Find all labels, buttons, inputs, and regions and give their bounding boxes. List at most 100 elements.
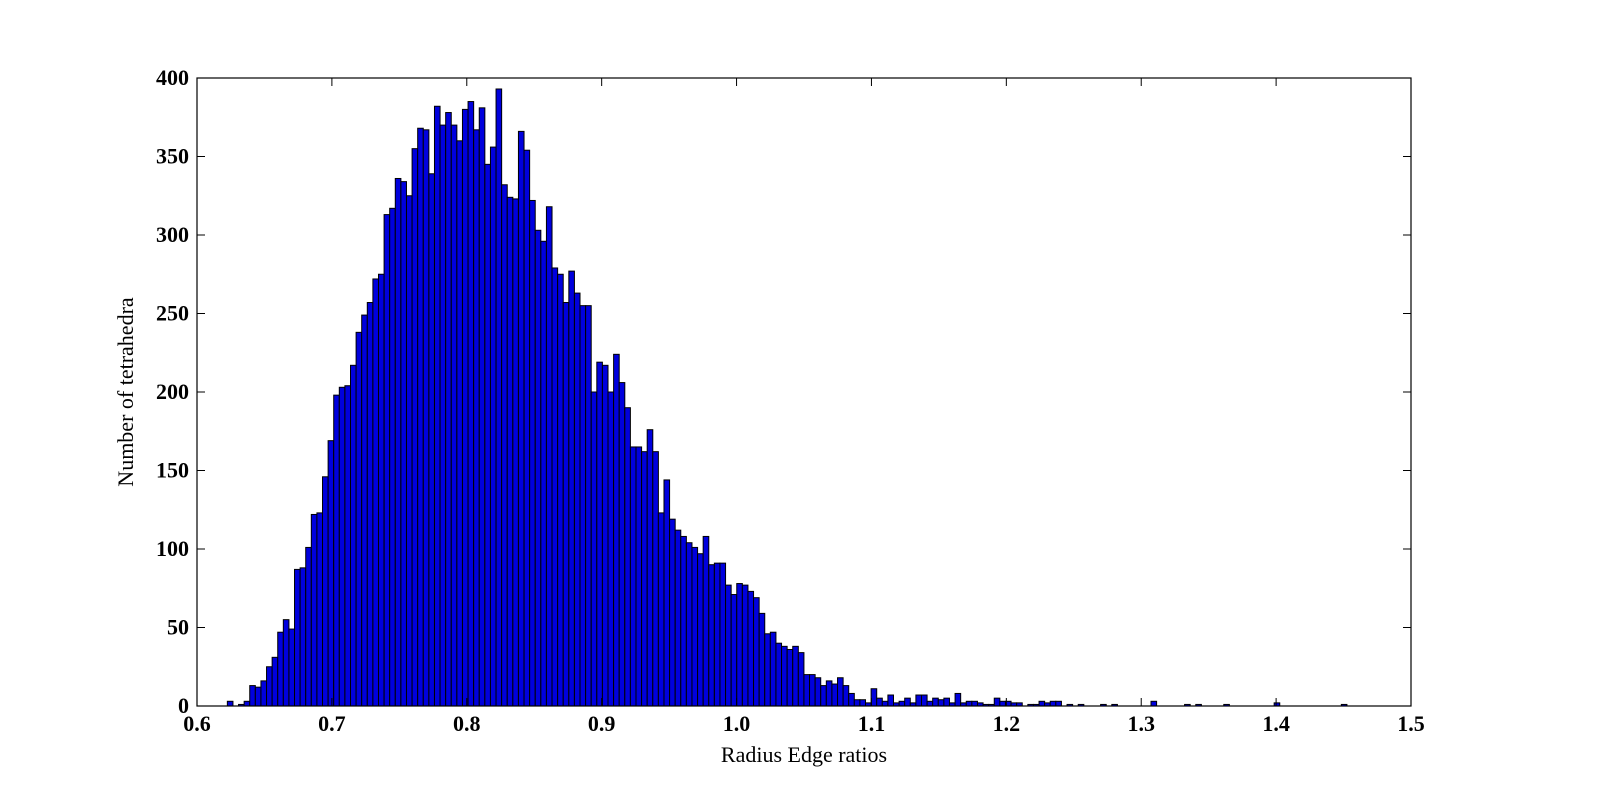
y-tick-label: 250 bbox=[156, 301, 189, 326]
y-tick-label: 200 bbox=[156, 379, 189, 404]
bar bbox=[249, 685, 256, 707]
bar bbox=[501, 184, 508, 707]
x-axis-label: Radius Edge ratios bbox=[721, 742, 887, 767]
bar bbox=[484, 163, 491, 707]
bar bbox=[243, 700, 251, 707]
bar bbox=[590, 391, 598, 707]
bar bbox=[322, 476, 329, 707]
bar bbox=[943, 697, 950, 707]
bar bbox=[260, 680, 268, 707]
bar bbox=[405, 195, 413, 707]
bar bbox=[747, 590, 755, 707]
bar bbox=[282, 619, 290, 707]
bar bbox=[601, 364, 609, 707]
bar bbox=[366, 302, 374, 707]
y-tick-label: 50 bbox=[167, 615, 189, 640]
bar bbox=[680, 535, 687, 707]
bar bbox=[277, 631, 284, 707]
bar bbox=[607, 391, 615, 707]
bar bbox=[372, 278, 379, 707]
bar bbox=[669, 518, 676, 707]
y-tick-label: 400 bbox=[156, 65, 189, 90]
bar bbox=[1150, 700, 1158, 707]
bar bbox=[663, 479, 671, 707]
bar bbox=[534, 229, 542, 707]
bar bbox=[1049, 700, 1057, 707]
bar bbox=[377, 273, 385, 707]
bar bbox=[736, 583, 743, 707]
bar bbox=[573, 292, 581, 707]
bar bbox=[545, 206, 553, 707]
bar bbox=[305, 546, 312, 707]
bar bbox=[691, 546, 699, 707]
y-tick-label: 0 bbox=[178, 693, 189, 718]
bar bbox=[350, 364, 357, 707]
bar bbox=[394, 177, 402, 707]
bar bbox=[333, 394, 340, 707]
x-tick-label: 0.8 bbox=[453, 711, 481, 736]
bar bbox=[254, 686, 262, 707]
x-tick-label: 1.1 bbox=[858, 711, 886, 736]
bar bbox=[713, 562, 721, 707]
x-tick-label: 1.2 bbox=[993, 711, 1021, 736]
bar bbox=[456, 140, 463, 707]
bar bbox=[652, 451, 659, 707]
bar bbox=[361, 314, 368, 707]
bar bbox=[433, 105, 441, 707]
bar bbox=[820, 685, 827, 707]
bar bbox=[618, 382, 626, 707]
bar bbox=[741, 584, 749, 707]
bar bbox=[853, 699, 861, 707]
bar bbox=[271, 656, 279, 707]
bar bbox=[915, 694, 922, 707]
bar bbox=[450, 124, 458, 707]
bar bbox=[932, 697, 939, 707]
bar bbox=[920, 694, 928, 707]
bar bbox=[445, 112, 452, 707]
bar bbox=[926, 700, 934, 707]
bar bbox=[848, 692, 855, 707]
bar bbox=[965, 700, 973, 707]
bar bbox=[316, 512, 324, 707]
bar bbox=[568, 270, 575, 707]
bar bbox=[523, 149, 531, 707]
bar bbox=[775, 642, 783, 707]
bar bbox=[310, 513, 318, 707]
y-tick-label: 300 bbox=[156, 222, 189, 247]
bar bbox=[557, 273, 564, 707]
bar bbox=[562, 302, 570, 707]
bar bbox=[730, 594, 738, 707]
bar bbox=[266, 666, 273, 707]
bar bbox=[624, 407, 631, 707]
bar bbox=[226, 700, 234, 707]
bar bbox=[461, 108, 469, 707]
bar bbox=[786, 648, 794, 707]
bar bbox=[400, 181, 407, 707]
bar bbox=[702, 535, 710, 707]
x-tick-label: 0.9 bbox=[588, 711, 616, 736]
bar bbox=[697, 553, 704, 707]
y-tick-label: 150 bbox=[156, 458, 189, 483]
bar bbox=[422, 129, 430, 707]
bar bbox=[473, 129, 480, 707]
bar bbox=[753, 597, 760, 707]
bar bbox=[758, 612, 766, 707]
bar bbox=[299, 567, 307, 707]
bar bbox=[467, 101, 475, 707]
bar bbox=[993, 697, 1001, 707]
x-tick-label: 1.3 bbox=[1127, 711, 1155, 736]
bar bbox=[635, 446, 643, 707]
y-tick-label: 100 bbox=[156, 536, 189, 561]
bar bbox=[551, 267, 559, 707]
bar bbox=[478, 107, 486, 707]
bar bbox=[294, 568, 301, 707]
bar bbox=[1038, 700, 1046, 707]
bar bbox=[792, 645, 799, 707]
bar bbox=[876, 697, 883, 707]
bar bbox=[1055, 700, 1062, 707]
bar bbox=[725, 584, 732, 707]
bar bbox=[831, 683, 839, 707]
bar bbox=[428, 173, 435, 707]
bar bbox=[870, 688, 878, 707]
